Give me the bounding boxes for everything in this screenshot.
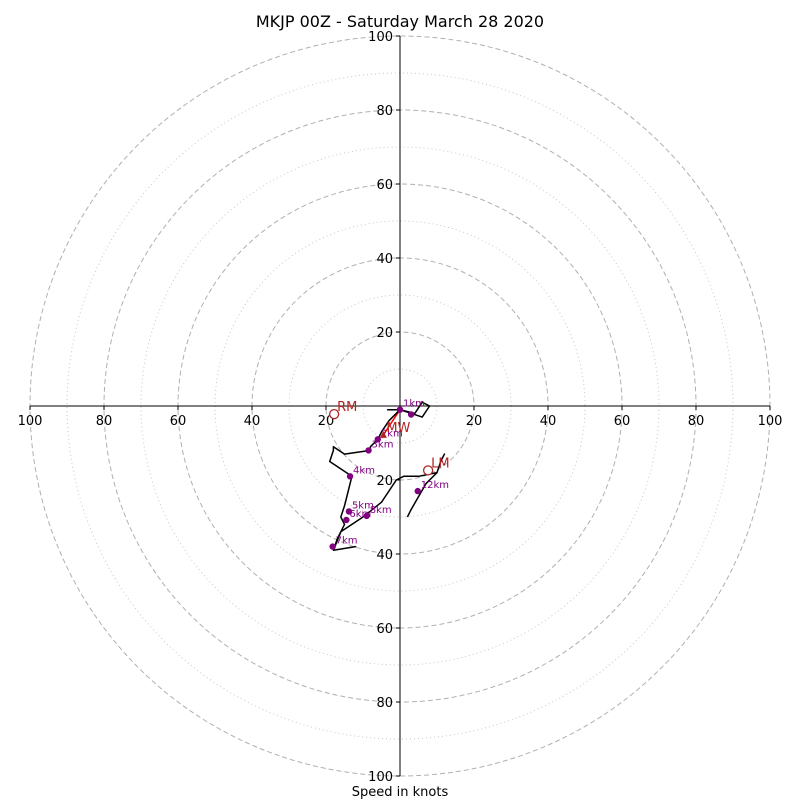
storm-label-rm: RM [337,400,357,415]
storm-marker-mw [379,430,387,438]
tick-label-down-100: 100 [368,770,393,785]
tick-label-up-60: 60 [376,178,393,193]
x-axis-label: Speed in knots [352,785,449,800]
tick-label-right-20: 20 [466,414,483,429]
storm-marker-rm [328,408,340,420]
height-label-4: 4km [353,465,375,476]
tick-labels: 20 20 20 20 40 40 40 40 60 60 60 60 80 80 80 80 100 100 10… [18,30,783,785]
tick-label-down-20: 20 [376,474,393,489]
tick-label-right-80: 80 [688,414,705,429]
tick-label-left-80: 80 [96,414,113,429]
height-label-9: 12km [421,480,449,491]
tick-label-right-60: 60 [614,414,631,429]
tick-label-up-80: 80 [376,104,393,119]
height-marker-8 [329,543,336,550]
tick-label-left-60: 60 [170,414,187,429]
height-label-3: 3km [372,439,394,450]
shear-vector [382,409,401,436]
height-marker-4 [346,473,354,480]
tick-label-up-20: 20 [376,326,393,341]
height-label-2: 2km [381,428,403,439]
storm-label-mw: MW [386,421,410,436]
height-marker-5 [345,508,353,515]
tick-label-right-40: 40 [540,414,557,429]
tick-label-down-80: 80 [376,696,393,711]
tick-label-left-40: 40 [244,414,261,429]
tick-label-left-100: 100 [18,414,43,429]
axes [30,36,770,776]
height-marker-1 [407,411,415,418]
height-marker-6 [343,516,350,524]
height-label-6: 6km [349,509,371,520]
height-label-8: 7km [336,536,358,547]
tick-label-left-20: 20 [318,414,335,429]
chart-title: MKJP 00Z - Saturday March 28 2020 [256,12,544,31]
height-marker-3 [365,447,372,454]
tick-label-down-40: 40 [376,548,393,563]
height-label-0: 1km [403,399,425,410]
storm-label-lm: LM [431,456,449,471]
storm-marker-lm [422,465,434,476]
tick-label-up-100: 100 [368,30,393,45]
height-label-7: 8km [370,505,392,516]
height-label-5: 5km [352,500,374,511]
height-marker-2 [374,436,381,443]
shear-vector-line [382,409,401,436]
tick-label-down-60: 60 [376,622,393,637]
tick-label-up-40: 40 [376,252,393,267]
storm-motion-markers: RM MW LM [328,400,450,476]
height-marker-0 [396,406,404,413]
height-marker-9 [414,487,421,495]
height-marker-7 [363,512,370,520]
tick-label-right-100: 100 [758,414,783,429]
